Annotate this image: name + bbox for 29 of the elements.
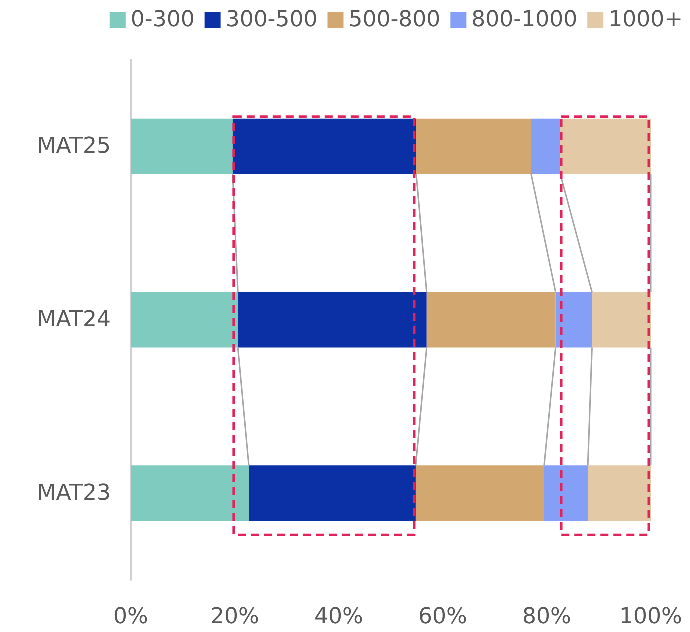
bar bbox=[426, 292, 556, 348]
bar bbox=[531, 118, 561, 174]
bar bbox=[556, 292, 592, 348]
bar bbox=[592, 292, 651, 348]
bar bbox=[131, 118, 233, 174]
y-tick-label: MAT24 bbox=[37, 308, 111, 332]
bar bbox=[560, 118, 651, 174]
legend-label: 0-300 bbox=[130, 8, 195, 32]
bar bbox=[544, 466, 588, 522]
x-tick-label: 100% bbox=[620, 604, 682, 630]
y-tick-label: MAT25 bbox=[37, 134, 111, 160]
bar bbox=[131, 466, 250, 522]
x-tick-label: 40% bbox=[314, 604, 364, 630]
x-tick-label: 0% bbox=[114, 604, 148, 630]
bar bbox=[416, 466, 544, 522]
bar bbox=[249, 466, 416, 522]
legend-label: 800-1000 bbox=[472, 8, 578, 32]
bar bbox=[416, 118, 532, 174]
x-tick-label: 80% bbox=[522, 604, 572, 630]
bar bbox=[238, 292, 427, 348]
y-tick-label: MAT23 bbox=[37, 480, 111, 506]
x-tick-label: 60% bbox=[418, 604, 468, 630]
bar bbox=[232, 118, 416, 174]
legend-label: 300-500 bbox=[226, 8, 318, 32]
x-tick-label: 20% bbox=[210, 604, 260, 630]
bar bbox=[131, 292, 238, 348]
bar bbox=[588, 466, 651, 522]
legend-label: 1000+ bbox=[608, 8, 683, 32]
legend-label: 500-800 bbox=[348, 8, 441, 32]
